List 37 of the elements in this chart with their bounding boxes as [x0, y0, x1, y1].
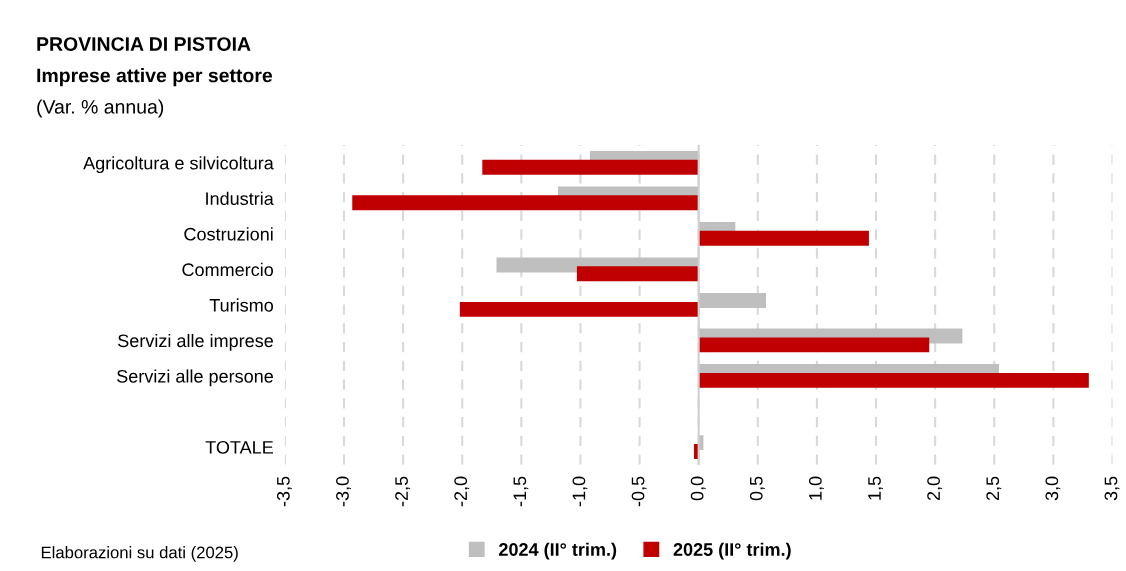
y-tick-label: Commercio — [182, 262, 274, 277]
chart-title: PROVINCIA DI PISTOIA — [37, 37, 251, 51]
legend-label: 2025 (II° trim.) — [673, 542, 791, 560]
x-tick-label: -1,0 — [572, 476, 588, 507]
bar — [698, 337, 930, 353]
x-tick-label: -2,0 — [454, 476, 470, 507]
x-tick-label: 1,0 — [808, 476, 824, 500]
x-axis-title: (Var. % annua) — [37, 99, 164, 118]
x-tick-label: 2,5 — [986, 476, 1002, 501]
bar — [698, 293, 767, 308]
x-tick-label: 3,5 — [1104, 476, 1120, 501]
y-tick-label: Industria — [206, 191, 274, 206]
x-tick-label: 2,0 — [927, 476, 943, 501]
x-tick-label: 0,5 — [749, 476, 765, 501]
legend-label: 2024 (II° trim.) — [499, 542, 617, 560]
x-tick-label: -1,5 — [513, 476, 529, 507]
x-tick-label: 3,0 — [1045, 476, 1061, 501]
x-tick-label: -0,5 — [631, 476, 647, 507]
y-tick-label: TOTALE — [205, 440, 273, 454]
y-tick-label: Turismo — [209, 298, 274, 312]
x-tick-label: 1,5 — [868, 476, 884, 500]
y-tick-label: Servizi alle persone — [117, 369, 273, 387]
bar — [482, 159, 699, 175]
x-tick-label: -3,5 — [276, 476, 292, 507]
x-tick-label: -3,0 — [336, 476, 351, 507]
y-tick-label: Agricoltura e silvicoltura — [83, 156, 274, 174]
y-tick-label: Costruzioni — [184, 227, 273, 241]
bar — [352, 195, 699, 211]
y-tick-label: Servizi alle imprese — [118, 333, 273, 351]
bar — [459, 301, 699, 317]
x-tick-label: 0,0 — [690, 476, 706, 501]
text: Elaborazioni su dati (2025) — [41, 546, 238, 562]
bar — [698, 230, 869, 246]
bar — [698, 372, 1089, 388]
bar — [576, 266, 699, 282]
chart-subtitle: Imprese attive per settore — [37, 68, 273, 87]
x-tick-label: -2,5 — [395, 476, 411, 507]
